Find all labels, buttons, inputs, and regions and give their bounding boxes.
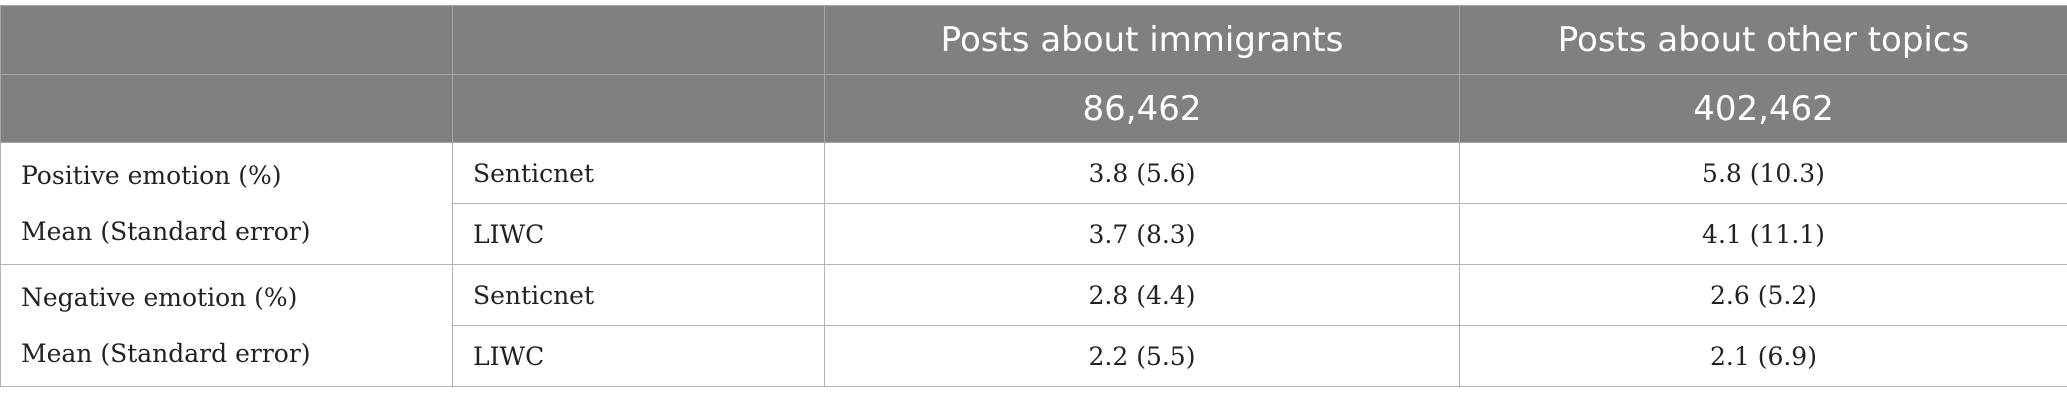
value-immigrants: 2.8 (4.4) — [824, 264, 1460, 326]
count-immigrants: 86,462 — [824, 74, 1460, 143]
method-cell: Senticnet — [452, 142, 825, 204]
count-other-topics: 402,462 — [1459, 74, 2067, 143]
table-body: Positive emotion (%) Mean (Standard erro… — [0, 142, 2067, 387]
group-label-line1: Negative emotion (%) — [21, 282, 298, 312]
emotion-table: Posts about immigrants Posts about other… — [0, 5, 2067, 387]
table-row: Negative emotion (%) Mean (Standard erro… — [0, 264, 2067, 387]
group-label-line2: Mean (Standard error) — [21, 216, 311, 246]
header-immigrants: Posts about immigrants — [824, 5, 1460, 75]
table-header: Posts about immigrants Posts about other… — [0, 5, 2067, 143]
value-other: 5.8 (10.3) — [1459, 142, 2067, 204]
header-cell-empty-1 — [0, 5, 453, 75]
group-label-line1: Positive emotion (%) — [21, 160, 282, 190]
value-other: 2.1 (6.9) — [1459, 325, 2067, 387]
value-other: 2.6 (5.2) — [1459, 264, 2067, 326]
group-label-positive: Positive emotion (%) Mean (Standard erro… — [0, 142, 453, 265]
table-row: Positive emotion (%) Mean (Standard erro… — [0, 142, 2067, 265]
method-cell: Senticnet — [452, 264, 825, 326]
group-label-negative: Negative emotion (%) Mean (Standard erro… — [0, 264, 453, 387]
value-immigrants: 3.8 (5.6) — [824, 142, 1460, 204]
header-other-topics: Posts about other topics — [1459, 5, 2067, 75]
method-cell: LIWC — [452, 325, 825, 387]
header-cell-empty-2 — [452, 5, 825, 75]
value-immigrants: 3.7 (8.3) — [824, 203, 1460, 265]
table-row: LIWC 3.7 (8.3) 4.1 (11.1) — [1, 203, 2067, 265]
count-cell-empty-1 — [0, 74, 453, 143]
table-row: LIWC 2.2 (5.5) 2.1 (6.9) — [1, 325, 2067, 387]
header-row-counts: 86,462 402,462 — [0, 74, 2067, 143]
method-cell: LIWC — [452, 203, 825, 265]
group-label-line2: Mean (Standard error) — [21, 338, 311, 368]
value-other: 4.1 (11.1) — [1459, 203, 2067, 265]
count-cell-empty-2 — [452, 74, 825, 143]
header-row-titles: Posts about immigrants Posts about other… — [0, 5, 2067, 75]
value-immigrants: 2.2 (5.5) — [824, 325, 1460, 387]
